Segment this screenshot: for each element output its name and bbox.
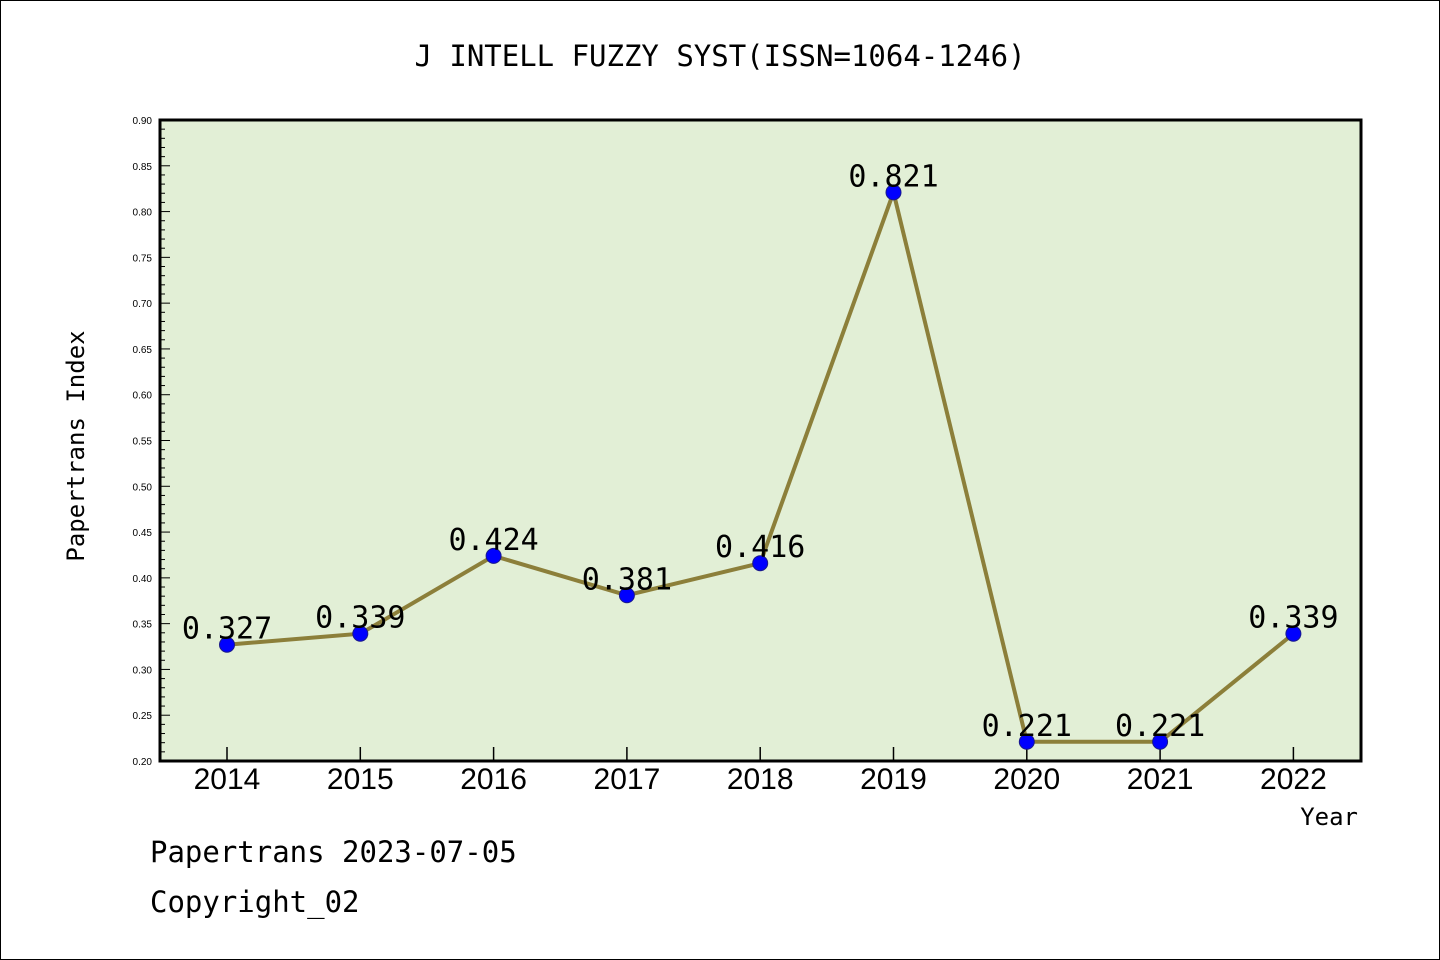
plot-border <box>158 118 1363 763</box>
y-tick-label: 0.40 <box>133 574 153 585</box>
x-axis-ticks: 2014 2015 2016 2017 2018 2019 2020 2021 2022 <box>194 747 1327 796</box>
y-tick-label: 0.45 <box>133 528 153 539</box>
data-point <box>752 555 769 572</box>
y-tick-label: 0.90 <box>133 116 153 127</box>
data-label: 0.221 <box>1115 709 1205 744</box>
y-tick-label: 0.65 <box>133 345 153 356</box>
chart-title: J INTELL FUZZY SYST(ISSN=1064-1246) <box>414 39 1025 73</box>
data-point <box>352 625 369 642</box>
y-tick-label: 0.85 <box>133 162 153 173</box>
x-tick-label: 2014 <box>194 763 261 796</box>
y-tick-label: 0.25 <box>133 711 153 722</box>
y-tick-label: 0.50 <box>133 482 153 493</box>
data-point <box>885 184 902 201</box>
data-point <box>1018 733 1035 750</box>
y-tick-label: 0.60 <box>133 391 153 402</box>
x-tick-label: 2020 <box>993 763 1060 796</box>
x-tick-label: 2019 <box>860 763 927 796</box>
data-point <box>618 587 635 604</box>
y-tick-label: 0.70 <box>133 299 153 310</box>
y-tick-label: 0.75 <box>133 253 153 264</box>
x-tick-label: 2015 <box>327 763 394 796</box>
data-label: 0.381 <box>582 562 672 597</box>
data-point <box>1152 733 1169 750</box>
x-tick-label: 2016 <box>460 763 527 796</box>
y-tick-label: 0.20 <box>133 757 153 768</box>
plot-area <box>160 120 1361 761</box>
footer-date: Papertrans 2023-07-05 <box>150 835 517 869</box>
data-label: 0.221 <box>982 709 1072 744</box>
y-tick-label: 0.80 <box>133 208 153 219</box>
data-labels: 0.327 0.339 0.424 0.381 0.416 0.821 0.221 0.221… <box>182 159 1339 743</box>
data-label: 0.339 <box>1248 601 1338 636</box>
data-point <box>485 547 502 564</box>
data-label: 0.424 <box>448 523 538 558</box>
data-point <box>1285 625 1302 642</box>
x-tick-label: 2021 <box>1127 763 1194 796</box>
x-tick-label: 2017 <box>594 763 661 796</box>
data-point <box>219 636 235 653</box>
x-tick-label: 2018 <box>727 763 794 796</box>
y-tick-label: 0.55 <box>133 437 153 448</box>
footer-copyright: Copyright_02 <box>150 885 360 919</box>
y-axis-label: Papertrans Index <box>62 330 90 561</box>
data-label: 0.416 <box>715 530 805 565</box>
y-tick-label: 0.35 <box>133 620 153 631</box>
data-label: 0.327 <box>182 612 272 647</box>
data-label: 0.339 <box>315 601 405 636</box>
data-label: 0.821 <box>848 159 938 194</box>
x-axis-label: Year <box>1300 803 1358 831</box>
data-points <box>219 184 1302 750</box>
y-tick-label: 0.30 <box>133 665 153 676</box>
x-tick-label: 2022 <box>1260 763 1327 796</box>
